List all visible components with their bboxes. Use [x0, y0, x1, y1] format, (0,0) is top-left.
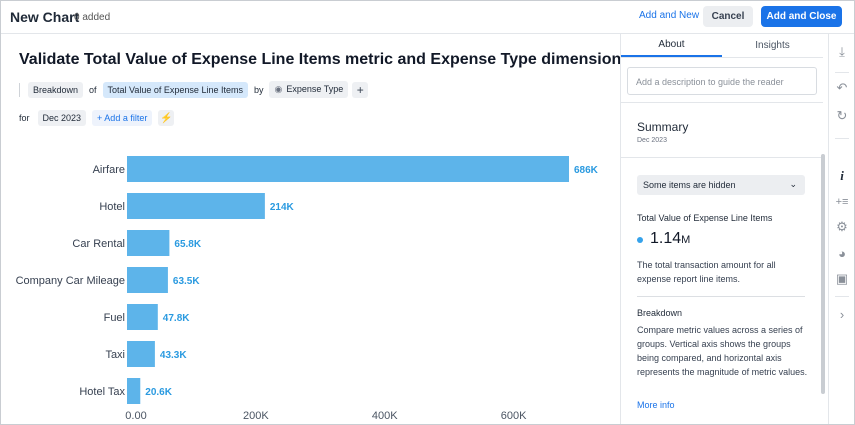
visualization-type-chip[interactable]: Breakdown	[28, 81, 84, 98]
data-label: 63.5K	[173, 276, 200, 287]
right-toolbar: ⤓ ↶ ↻ i +≡ ⚙ ◕ ▣ ›	[828, 34, 854, 424]
divider	[835, 296, 849, 297]
category-label: Fuel	[104, 312, 125, 324]
metric-name: Total Value of Expense Line Items	[637, 213, 773, 223]
x-tick-label: 0.00	[125, 410, 146, 422]
divider	[621, 102, 823, 103]
page-title[interactable]: Validate Total Value of Expense Line Ite…	[19, 51, 622, 68]
settings-icon[interactable]: ⚙	[836, 219, 848, 234]
tab-insights[interactable]: Insights	[755, 40, 790, 51]
added-count: 0 added	[74, 12, 111, 23]
chevron-down-icon: ⌄	[789, 179, 797, 189]
divider	[835, 72, 849, 73]
more-info-link[interactable]: More info	[637, 400, 675, 410]
divider	[621, 157, 823, 158]
x-tick-label: 200K	[243, 410, 269, 422]
expand-icon[interactable]: ›	[839, 306, 845, 322]
metric-description: The total transaction amount for all exp…	[637, 260, 776, 284]
redo-icon[interactable]: ↻	[836, 108, 848, 123]
category-label: Company Car Mileage	[16, 275, 125, 287]
bar[interactable]	[127, 156, 569, 182]
series-color-dot	[637, 237, 643, 243]
query-builder: Breakdown of Total Value of Expense Line…	[19, 81, 369, 98]
eye-icon: ◉	[274, 84, 283, 94]
template-icon[interactable]: ▣	[835, 271, 849, 286]
category-label: Car Rental	[72, 238, 125, 250]
breakdown-description: Compare metric values across a series of…	[637, 325, 808, 377]
data-label: 686K	[574, 165, 599, 176]
data-label: 20.6K	[145, 387, 172, 398]
bar[interactable]	[127, 378, 141, 404]
category-label: Hotel Tax	[79, 386, 125, 398]
divider	[637, 296, 805, 297]
divider	[19, 82, 20, 97]
category-label: Taxi	[105, 349, 125, 361]
details-panel: About Insights Add a description to guid…	[620, 34, 825, 424]
add-and-new-button[interactable]: Add and New	[639, 10, 700, 21]
breakdown-title: Breakdown	[637, 308, 683, 318]
bar[interactable]	[127, 230, 170, 256]
bar[interactable]	[127, 304, 158, 330]
hidden-items-label: Some items are hidden	[643, 180, 736, 190]
query-by-label: by	[253, 84, 264, 95]
dimension-label: Expense Type	[286, 84, 344, 94]
filter-row: for Dec 2023 + Add a filter ⚡	[19, 110, 175, 126]
summary-title: Summary	[637, 120, 689, 134]
top-bar: New Chart 0 added Add and New Cancel Add…	[1, 1, 854, 34]
filter-for-label: for	[19, 113, 30, 123]
x-tick-label: 400K	[372, 410, 398, 422]
cancel-button[interactable]: Cancel	[703, 6, 753, 27]
metric-value-unit: M	[681, 234, 691, 246]
chart-title[interactable]: New Chart	[10, 9, 80, 25]
bar[interactable]	[127, 267, 168, 293]
add-metric-icon[interactable]: +≡	[835, 196, 849, 208]
info-icon[interactable]: i	[840, 168, 844, 183]
bar[interactable]	[127, 193, 265, 219]
query-of-label: of	[89, 84, 97, 95]
data-label: 47.8K	[163, 313, 190, 324]
metric-chip[interactable]: Total Value of Expense Line Items	[102, 81, 248, 98]
period-filter-chip[interactable]: Dec 2023	[37, 110, 87, 126]
data-label: 65.8K	[174, 239, 201, 250]
download-icon[interactable]: ⤓	[839, 44, 845, 59]
data-label: 43.3K	[160, 350, 187, 361]
data-label: 214K	[270, 202, 295, 213]
tab-about[interactable]: About	[621, 34, 722, 57]
metric-value: 1.14 M	[637, 230, 690, 248]
undo-icon[interactable]: ↶	[836, 80, 848, 95]
panel-tabs: About Insights	[621, 34, 823, 58]
divider	[835, 138, 849, 139]
category-label: Airfare	[93, 164, 125, 176]
x-tick-label: 600K	[501, 410, 527, 422]
lightning-icon[interactable]: ⚡	[158, 110, 175, 126]
add-dimension-button[interactable]: +	[352, 81, 369, 98]
hidden-items-dropdown[interactable]: Some items are hidden ⌄	[637, 175, 805, 195]
add-filter-button[interactable]: + Add a filter	[92, 110, 153, 126]
category-label: Hotel	[99, 201, 125, 213]
metric-value-number: 1.14	[650, 230, 682, 247]
palette-icon[interactable]: ◕	[838, 245, 846, 261]
description-input[interactable]: Add a description to guide the reader	[627, 67, 817, 95]
summary-date: Dec 2023	[637, 137, 667, 144]
bar[interactable]	[127, 341, 155, 367]
dimension-chip[interactable]: ◉ Expense Type	[269, 81, 349, 98]
panel-scrollbar[interactable]	[821, 154, 825, 394]
bar-chart: Airfare 686K Hotel 214K Car Rental 65.8K Compa…	[16, 156, 599, 422]
add-and-close-button[interactable]: Add and Close	[761, 6, 842, 27]
